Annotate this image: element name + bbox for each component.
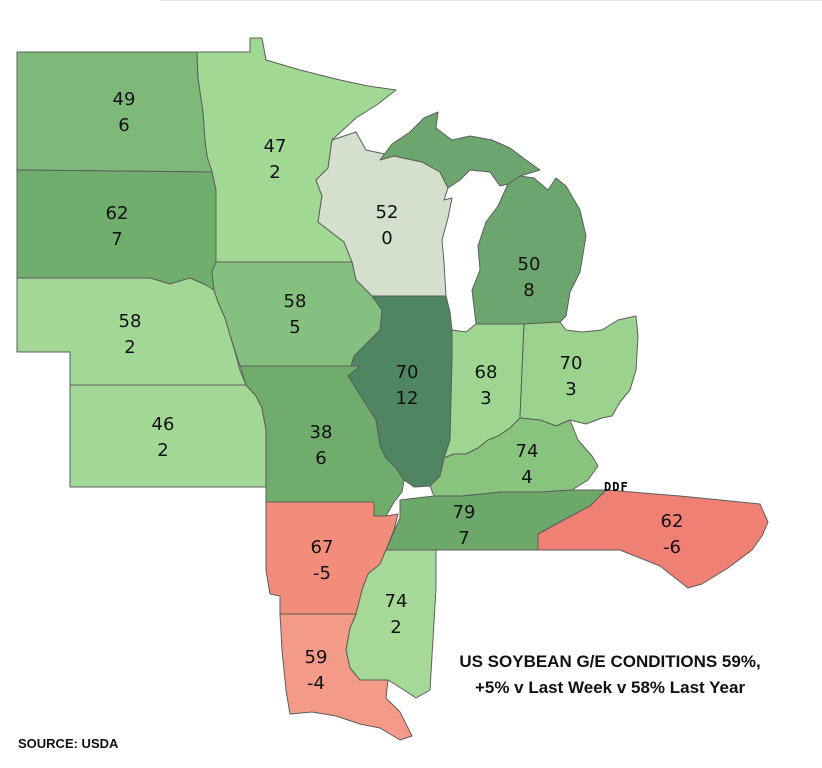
state-ks [69, 384, 267, 488]
state-rating-mo: 38 [310, 422, 333, 443]
state-rating-ks: 46 [152, 414, 175, 435]
state-rating-wi: 52 [376, 202, 399, 223]
state-rating-mi: 50 [518, 254, 541, 275]
state-change-oh: 3 [565, 379, 576, 400]
state-rating-ky: 74 [516, 441, 539, 462]
state-change-tn: 7 [458, 528, 469, 549]
state-change-ky: 4 [521, 467, 532, 488]
ddf-logo: DDF [604, 480, 629, 494]
conditions-line-1: US SOYBEAN G/E CONDITIONS 59%, [459, 652, 761, 671]
state-change-wi: 0 [381, 228, 392, 249]
state-rating-ar: 67 [311, 537, 334, 558]
state-rating-il: 70 [396, 362, 419, 383]
conditions-line-2: +5% v Last Week v 58% Last Year [474, 678, 746, 697]
divider [160, 0, 822, 1]
state-mi [379, 111, 587, 325]
state-rating-ia: 58 [284, 291, 307, 312]
state-rating-ne: 58 [119, 311, 142, 332]
state-change-mn: 2 [269, 162, 280, 183]
state-rating-ms: 74 [385, 591, 408, 612]
state-nd [16, 51, 213, 173]
state-rating-nd: 49 [113, 89, 136, 110]
state-change-il: 12 [396, 388, 419, 409]
conditions-note: US SOYBEAN G/E CONDITIONS 59%, +5% v Las… [440, 649, 780, 701]
state-change-mo: 6 [315, 448, 326, 469]
state-change-nd: 6 [118, 115, 129, 136]
state-rating-nc: 62 [661, 511, 684, 532]
state-la [279, 613, 413, 741]
state-change-ms: 2 [390, 617, 401, 638]
state-change-in: 3 [480, 388, 491, 409]
state-rating-mn: 47 [264, 136, 287, 157]
state-rating-oh: 70 [560, 353, 583, 374]
state-rating-la: 59 [305, 647, 328, 668]
state-change-sd: 7 [111, 229, 122, 250]
state-change-ar: -5 [313, 563, 331, 584]
state-change-la: -4 [307, 673, 325, 694]
state-change-ne: 2 [124, 337, 135, 358]
state-rating-in: 68 [475, 362, 498, 383]
state-change-mi: 8 [523, 280, 534, 301]
state-change-nc: -6 [663, 537, 681, 558]
state-rating-sd: 62 [106, 203, 129, 224]
state-nc [537, 489, 769, 589]
source-label: SOURCE: USDA [18, 736, 119, 751]
state-change-ks: 2 [157, 440, 168, 461]
state-mo [239, 365, 405, 517]
state-rating-tn: 79 [453, 502, 476, 523]
state-change-ia: 5 [289, 317, 300, 338]
state-wi [315, 131, 453, 297]
